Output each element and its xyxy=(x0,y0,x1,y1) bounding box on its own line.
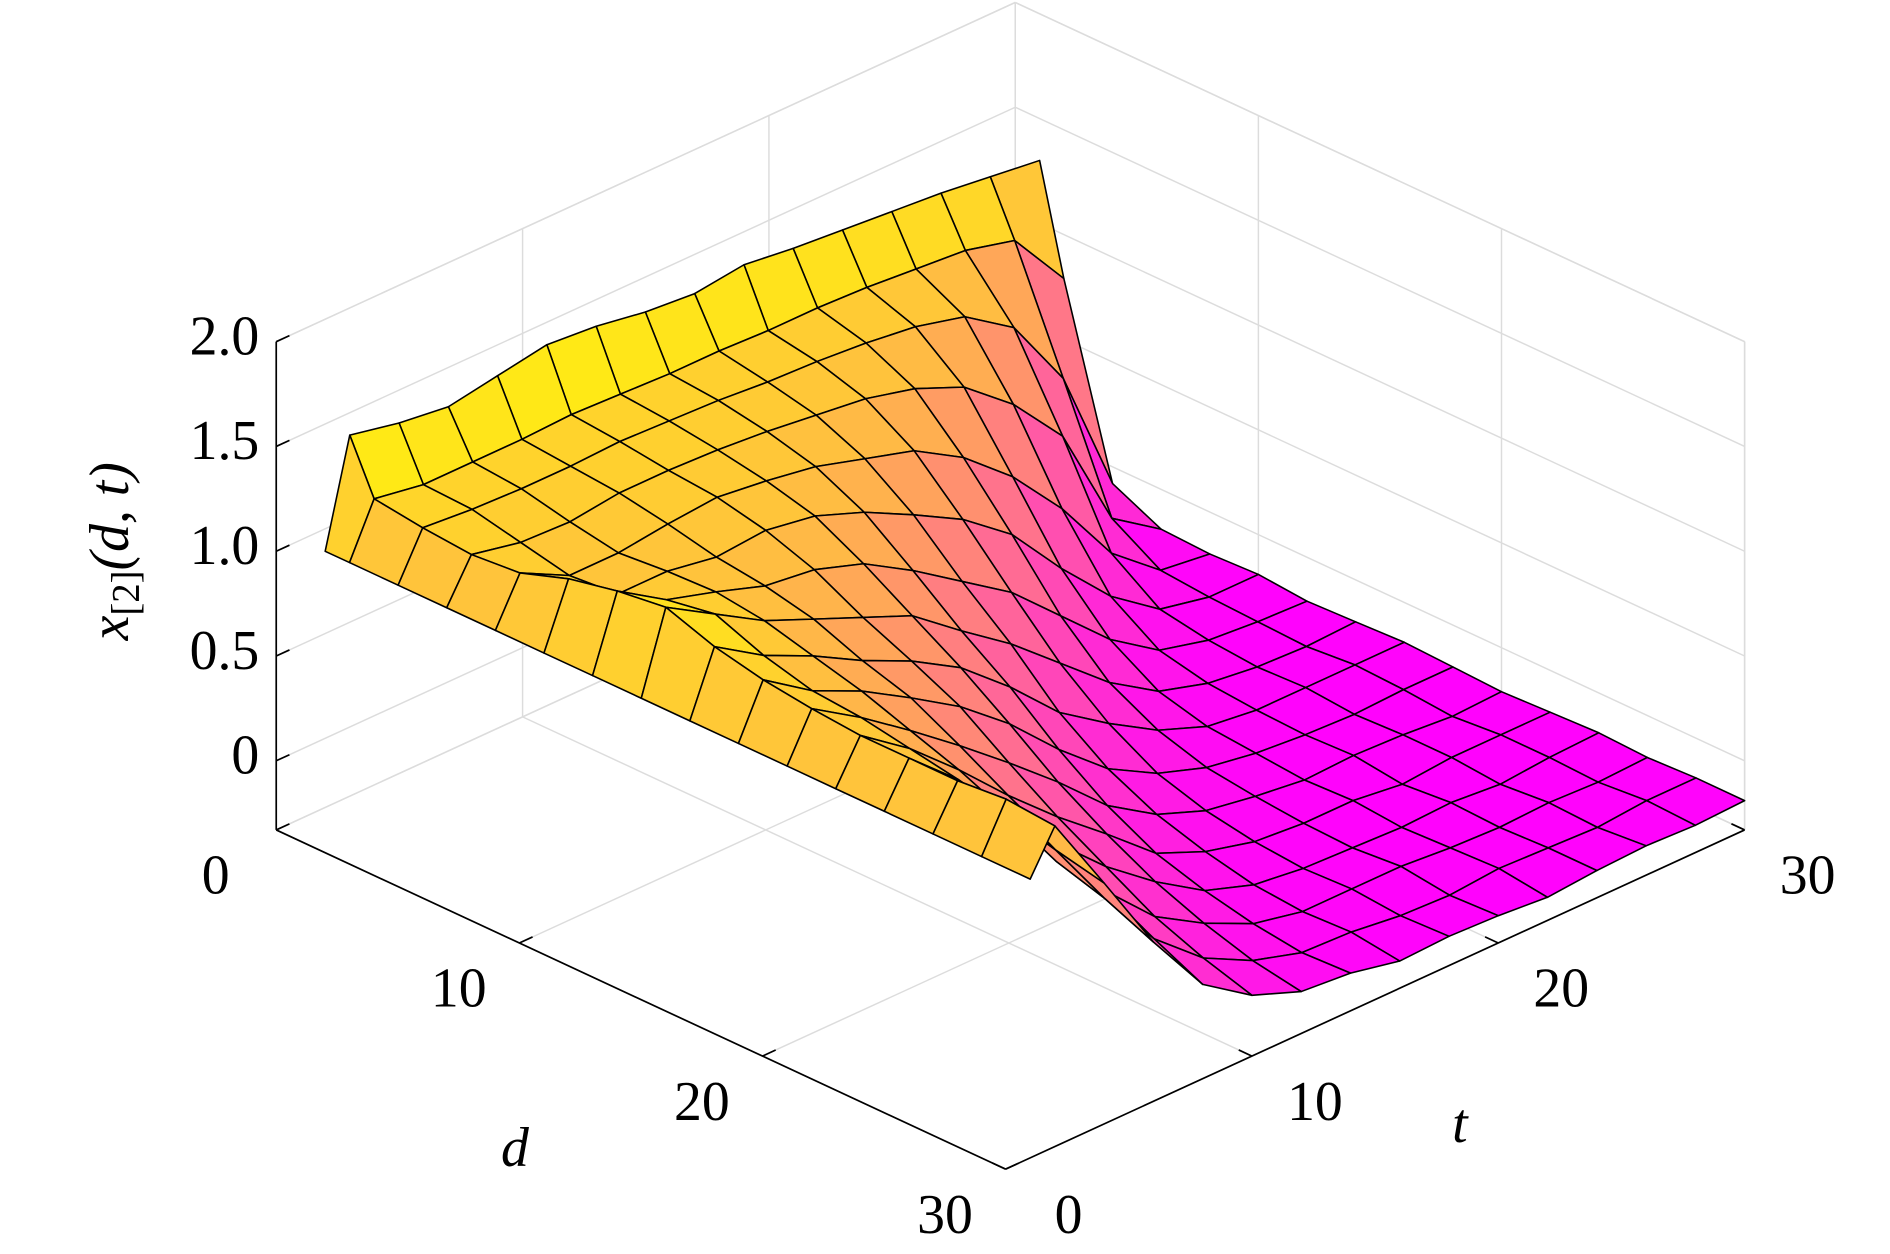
z-tick-label: 2.0 xyxy=(190,305,260,367)
z-axis-label: x[2](d, t) xyxy=(79,462,148,641)
z-tick xyxy=(275,649,290,657)
x-tick xyxy=(275,823,290,831)
z-tick xyxy=(275,544,290,553)
z-tick-label: 1.5 xyxy=(190,410,260,472)
y-tick-label: 0 xyxy=(1055,1184,1083,1246)
z-tick xyxy=(275,439,290,448)
x-tick-label: 30 xyxy=(917,1184,973,1246)
surface-face xyxy=(980,798,1056,880)
z-tick xyxy=(275,334,290,343)
y-tick xyxy=(1484,936,1499,944)
x-axis xyxy=(275,829,1006,1170)
z-label-sub: [2] xyxy=(105,570,148,615)
y-axis xyxy=(1005,829,1745,1170)
y-tick-label: 20 xyxy=(1533,958,1589,1020)
grid-line xyxy=(275,1,1016,343)
x-tick-label: 20 xyxy=(674,1071,730,1133)
grid-line xyxy=(1014,106,1745,448)
x-tick-label: 0 xyxy=(202,845,230,907)
y-tick xyxy=(1731,823,1745,831)
y-tick xyxy=(1238,1049,1253,1057)
axes: 0 0.5 1.0 1.5 2.0 0 10 20 30 0 10 20 30 xyxy=(190,305,1836,1245)
z-tick-label: 1.0 xyxy=(190,515,260,577)
x-tick-label: 10 xyxy=(431,958,487,1020)
x-tick xyxy=(762,1049,777,1057)
grid-line xyxy=(275,106,1016,448)
surface xyxy=(324,159,1746,997)
x-axis-label: d xyxy=(501,1117,529,1179)
z-tick-label: 0.5 xyxy=(190,620,260,682)
z-label-main: x xyxy=(79,615,141,641)
y-tick-label: 10 xyxy=(1287,1071,1343,1133)
grid-line xyxy=(1014,316,1745,657)
y-tick xyxy=(992,1162,1006,1170)
z-tick xyxy=(275,753,290,762)
z-label-args: (d, t) xyxy=(79,462,141,570)
z-tick-label: 0 xyxy=(231,725,259,787)
grid-line xyxy=(1014,420,1745,762)
grid-line xyxy=(1014,211,1745,552)
grid-line xyxy=(1014,1,1745,343)
y-tick-label: 30 xyxy=(1780,845,1836,907)
grid-line xyxy=(522,716,1253,1057)
y-axis-label: t xyxy=(1452,1093,1469,1155)
x-tick xyxy=(1005,1162,1020,1170)
x-tick xyxy=(518,936,533,944)
